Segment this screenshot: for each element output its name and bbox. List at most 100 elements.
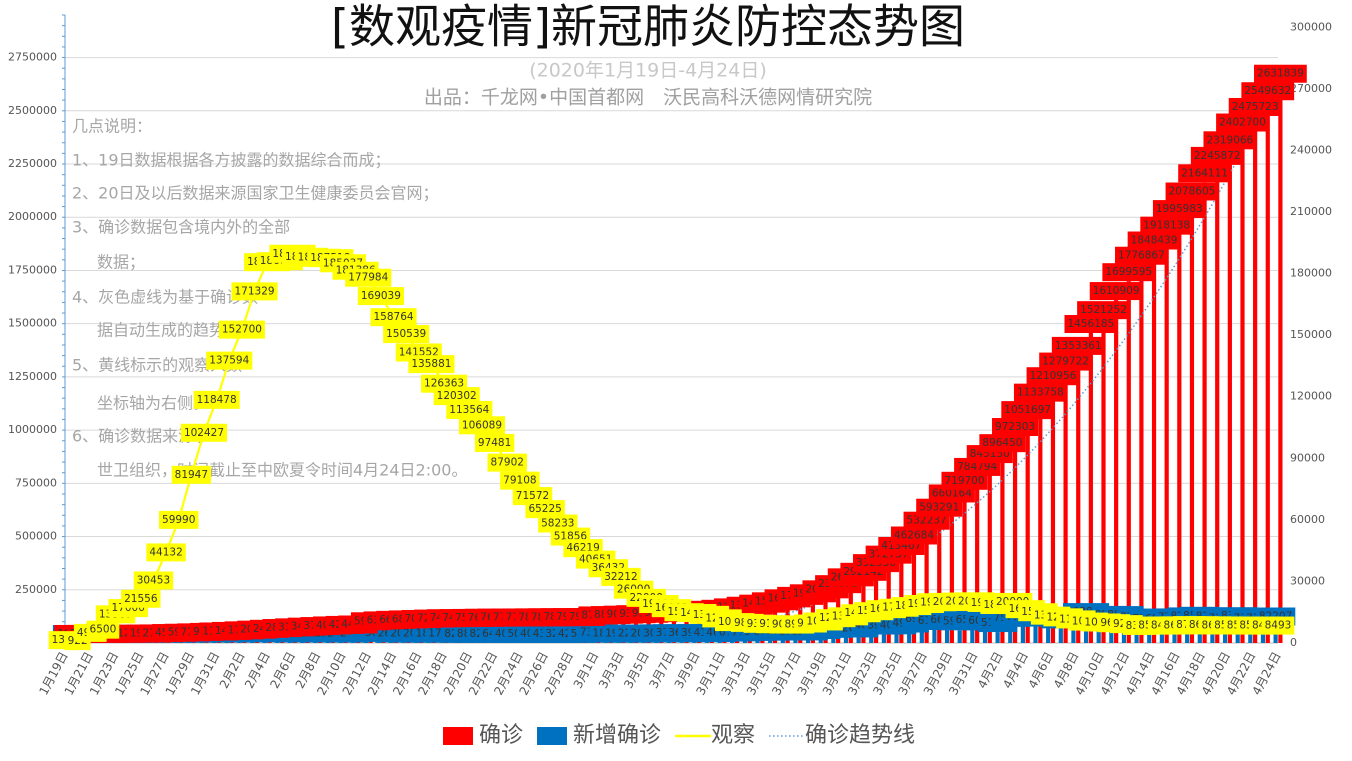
- notes-line: 数据；: [97, 253, 145, 272]
- bar: [962, 489, 967, 643]
- data-label-box: [86, 620, 120, 639]
- data-label-box: [1089, 282, 1143, 301]
- data-label: 2164111: [1178, 164, 1231, 183]
- notes-line: 坐标轴为右侧。: [97, 394, 209, 413]
- y-tick-label: 2250000: [8, 157, 57, 170]
- y-tick-label: 1750000: [8, 263, 57, 276]
- data-label-text: 6500: [90, 624, 117, 636]
- bar: [970, 629, 975, 643]
- data-label-box: [1190, 146, 1244, 165]
- data-label-box: [218, 320, 265, 339]
- bar: [300, 642, 305, 643]
- data-label-box: [1216, 113, 1269, 132]
- data-label-text: 171329: [234, 285, 274, 297]
- bar: [1147, 627, 1152, 643]
- bar: [1033, 625, 1038, 643]
- bar: [1202, 182, 1207, 643]
- data-label: 532237: [903, 511, 950, 530]
- data-label: 1456185: [1064, 315, 1118, 334]
- data-label-box: [1165, 182, 1219, 201]
- data-label: 1776867: [1115, 246, 1168, 265]
- data-label-box: [171, 465, 212, 484]
- data-label: 137594: [206, 351, 253, 370]
- y-tick-label: 2500000: [8, 104, 57, 117]
- data-label-text: 2475723: [1232, 101, 1279, 113]
- bar: [982, 630, 988, 643]
- notes-line: 3、确诊数据包含境内外的全部: [72, 218, 290, 237]
- data-label-text: 32212: [604, 571, 637, 583]
- bar: [924, 529, 929, 643]
- bar: [911, 544, 917, 643]
- data-label-box: [1228, 97, 1282, 116]
- bar: [704, 642, 710, 643]
- data-label: 65225: [525, 500, 565, 519]
- bar: [932, 630, 937, 643]
- data-label-box: [133, 571, 174, 590]
- data-label-box: [1254, 64, 1307, 83]
- bar: [1260, 627, 1266, 643]
- data-label-box: [1203, 131, 1257, 150]
- data-label: 152700: [218, 320, 265, 339]
- bar: [1172, 626, 1177, 643]
- data-label: 177984: [345, 268, 392, 287]
- data-label-text: 97481: [478, 437, 511, 449]
- bar: [389, 642, 394, 643]
- legend-label: 新增确诊: [573, 723, 661, 748]
- y-tick-label: 500000: [15, 530, 57, 543]
- data-label-box: [890, 526, 938, 545]
- data-label: 106089: [458, 416, 506, 435]
- data-label-text: 462684: [894, 530, 934, 542]
- bar: [1058, 628, 1063, 643]
- bar: [1189, 200, 1195, 643]
- data-label: 6500: [86, 620, 120, 639]
- bar: [275, 642, 280, 643]
- data-label-text: 79108: [503, 475, 536, 487]
- data-label: 1699595: [1102, 263, 1156, 282]
- bar: [805, 640, 811, 643]
- y-tick-label: 2000000: [8, 210, 57, 223]
- data-label-text: 2245872: [1194, 150, 1241, 162]
- notes: 几点说明： 1、19日数据根据各方披露的数据综合而成； 2、20日及以后数据来源国家…: [72, 117, 467, 480]
- data-label-text: 2164111: [1181, 167, 1228, 179]
- data-label-box: [206, 351, 253, 370]
- bar: [237, 642, 242, 643]
- data-label-box: [525, 500, 565, 519]
- data-label: 1051697: [1001, 401, 1055, 420]
- data-label-text: 152700: [222, 324, 262, 336]
- data-label: 1353361: [1051, 336, 1105, 355]
- y-tick-label: 1000000: [8, 423, 57, 436]
- chart-subtitle: (2020年1月19日-4月24日): [529, 60, 767, 82]
- data-label-text: 135881: [411, 358, 451, 370]
- data-label-text: 21556: [124, 593, 158, 605]
- data-label-box: [193, 390, 240, 409]
- bar: [949, 502, 954, 643]
- bar: [1071, 627, 1076, 643]
- bar: [907, 632, 912, 643]
- notes-line: 据自动生成的趋势线；: [97, 321, 257, 340]
- data-label-text: 2631839: [1257, 68, 1304, 80]
- data-label-text: 1210956: [1030, 370, 1077, 382]
- bar: [987, 463, 992, 643]
- data-label-box: [180, 423, 228, 442]
- notes-line: 6、确诊数据来源于: [72, 427, 210, 446]
- data-label-box: [487, 453, 527, 472]
- data-label-text: 113564: [449, 404, 489, 416]
- data-label-box: [1026, 367, 1080, 386]
- bar: [1012, 436, 1018, 643]
- data-label-text: 81947: [175, 469, 208, 481]
- data-label-text: 87902: [491, 457, 524, 469]
- data-label-box: [916, 498, 963, 517]
- data-label-text: 2078605: [1169, 186, 1216, 198]
- bar: [818, 639, 823, 643]
- data-label-box: [1178, 164, 1231, 183]
- data-label-text: 65225: [528, 503, 561, 515]
- bar: [1101, 319, 1106, 643]
- legend-label: 观察: [711, 723, 755, 748]
- notes-line: 1、19日数据根据各方披露的数据综合而成；: [72, 151, 391, 170]
- data-label-box: [458, 416, 506, 435]
- bar: [654, 642, 659, 643]
- data-label: 8493: [1261, 616, 1295, 635]
- data-label: 120302: [433, 387, 480, 406]
- data-label-box: [383, 325, 430, 344]
- bar: [1038, 401, 1043, 643]
